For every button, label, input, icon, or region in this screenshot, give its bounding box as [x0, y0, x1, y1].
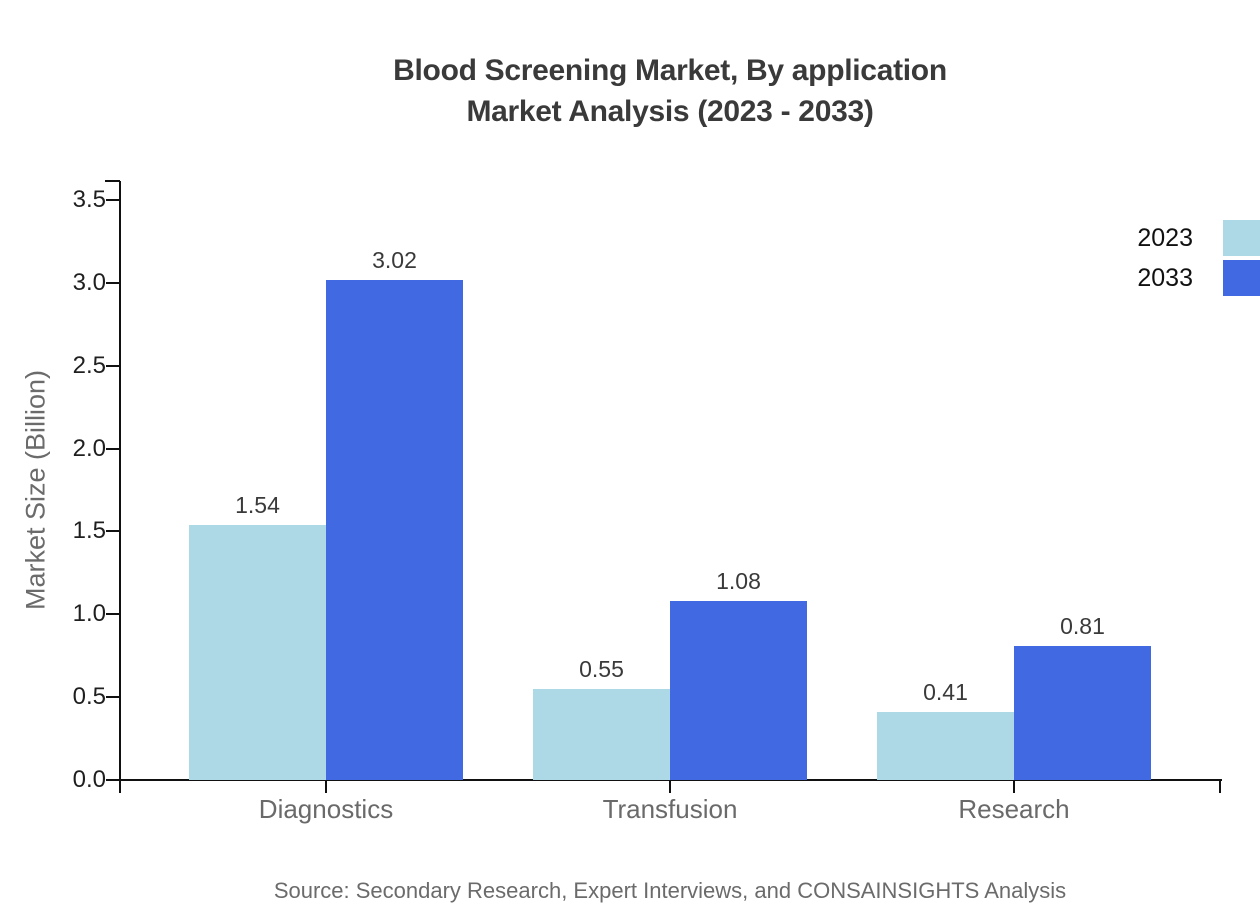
- bar-value-label-2023-transfusion: 0.55: [579, 656, 624, 682]
- x-tick: [325, 780, 327, 793]
- y-axis-end-tick: [105, 180, 120, 182]
- y-tick-label: 2.0: [72, 434, 106, 462]
- x-tick: [1013, 780, 1015, 793]
- y-tick-label: 1.5: [72, 517, 106, 545]
- y-axis-spine: [119, 181, 121, 781]
- bar-2023-diagnostics: [189, 525, 326, 780]
- x-tick-label-transfusion: Transfusion: [602, 794, 738, 824]
- y-tick-label: 3.5: [72, 186, 106, 213]
- bar-value-label-2033-diagnostics: 3.02: [372, 247, 417, 273]
- chart-title-line1: Blood Screening Market, By application: [393, 54, 947, 87]
- chart-title-line2: Market Analysis (2023 - 2033): [466, 95, 874, 128]
- bar-2033-research: [1014, 646, 1151, 780]
- y-tick: [106, 364, 120, 367]
- y-tick: [106, 447, 120, 450]
- bar-2033-diagnostics: [326, 280, 463, 780]
- y-tick-label: 0.5: [72, 683, 106, 711]
- y-tick: [106, 199, 120, 201]
- legend-swatch-2023: [1223, 220, 1260, 256]
- legend-label-2033: 2033: [1137, 264, 1193, 292]
- bar-value-label-2033-transfusion: 1.08: [716, 568, 761, 594]
- bar-value-label-2023-diagnostics: 1.54: [235, 492, 280, 518]
- chart-title: Blood Screening Market, By application M…: [80, 50, 1260, 132]
- bar-value-label-2023-research: 0.41: [923, 679, 968, 705]
- bar-value-label-2033-research: 0.81: [1060, 613, 1105, 639]
- y-tick-label: 2.5: [72, 351, 106, 379]
- x-axis-end-tick: [1219, 780, 1221, 793]
- y-tick: [106, 613, 120, 616]
- source-note: Source: Secondary Research, Expert Inter…: [273, 878, 1067, 903]
- y-tick-label: 3.0: [72, 268, 106, 296]
- x-tick-label-research: Research: [958, 794, 1070, 824]
- y-tick: [106, 530, 120, 533]
- y-tick: [106, 779, 120, 781]
- bar-2023-research: [877, 712, 1014, 780]
- y-tick-label: 0.0: [72, 766, 106, 793]
- y-tick: [106, 281, 120, 284]
- y-axis-label: Market Size (Billion): [20, 369, 51, 611]
- legend-label-2023: 2023: [1137, 224, 1193, 252]
- x-tick: [669, 780, 671, 793]
- x-tick-label-diagnostics: Diagnostics: [258, 794, 394, 824]
- bar-2023-transfusion: [533, 689, 670, 780]
- y-tick-label: 1.0: [72, 600, 106, 628]
- bar-2033-transfusion: [670, 601, 807, 780]
- legend-swatch-2033: [1223, 260, 1260, 296]
- x-axis-end-tick: [119, 780, 121, 793]
- y-tick: [106, 696, 120, 699]
